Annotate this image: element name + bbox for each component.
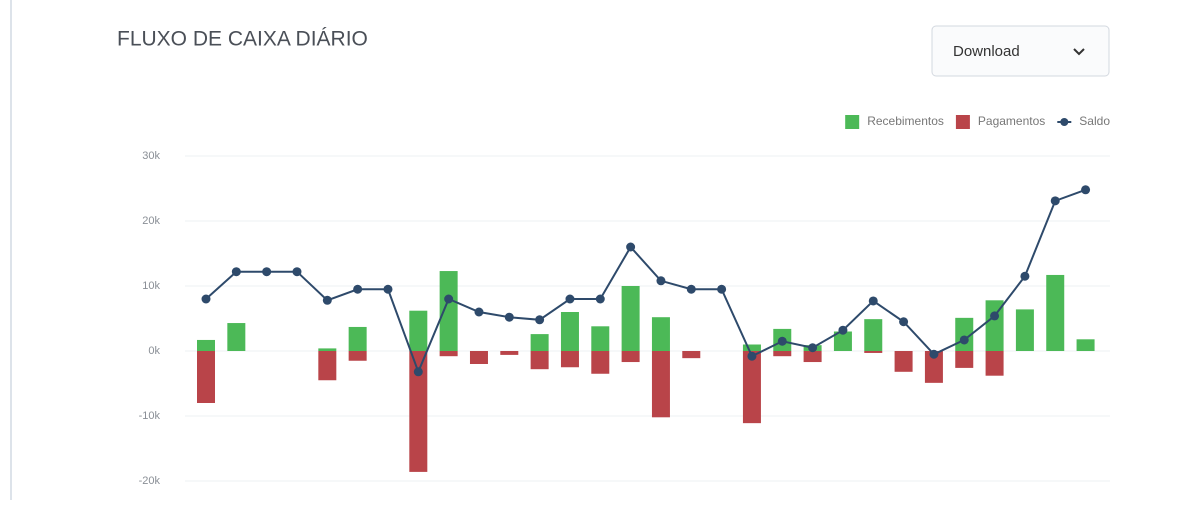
bar bbox=[348, 326, 367, 351]
point bbox=[595, 294, 605, 304]
bar bbox=[591, 351, 610, 374]
line bbox=[205, 188, 1086, 375]
point bbox=[838, 325, 848, 335]
point bbox=[686, 284, 696, 294]
y-tick-label: 0k bbox=[148, 345, 160, 357]
y-tick-label: 30k bbox=[142, 150, 160, 162]
point bbox=[899, 317, 909, 327]
point bbox=[626, 242, 636, 252]
point bbox=[231, 267, 241, 277]
bar bbox=[197, 351, 215, 403]
point bbox=[565, 294, 575, 304]
y-tick-label: -20k bbox=[139, 475, 161, 487]
bar bbox=[773, 351, 792, 357]
bar bbox=[1076, 339, 1095, 351]
bar bbox=[409, 351, 428, 472]
point bbox=[1020, 271, 1030, 281]
legend-label: Saldo bbox=[1079, 114, 1110, 128]
legend-label: Recebimentos bbox=[867, 114, 944, 128]
bar bbox=[1046, 274, 1065, 351]
bar bbox=[651, 351, 670, 418]
point bbox=[656, 276, 666, 286]
bar bbox=[348, 351, 367, 361]
point bbox=[413, 367, 423, 377]
chevron[interactable] bbox=[1073, 48, 1085, 56]
bar bbox=[591, 326, 610, 351]
bar bbox=[985, 351, 1004, 376]
point bbox=[747, 351, 757, 361]
bar bbox=[318, 351, 337, 381]
point bbox=[868, 296, 878, 306]
bar bbox=[469, 351, 488, 364]
point bbox=[353, 284, 363, 294]
bar bbox=[833, 331, 852, 351]
button-frame[interactable] bbox=[931, 25, 1110, 77]
bar bbox=[621, 286, 640, 351]
bar bbox=[439, 351, 458, 357]
legend-swatch bbox=[1060, 118, 1069, 126]
point bbox=[383, 284, 393, 294]
bar bbox=[1015, 309, 1034, 351]
bar bbox=[500, 351, 519, 355]
point bbox=[322, 295, 332, 305]
legend-label: Pagamentos bbox=[978, 114, 1045, 128]
point bbox=[1050, 196, 1060, 206]
bar bbox=[439, 271, 458, 351]
point bbox=[444, 294, 454, 304]
point bbox=[929, 349, 939, 359]
point bbox=[504, 312, 514, 322]
point bbox=[1081, 185, 1091, 195]
point bbox=[777, 336, 787, 346]
point bbox=[535, 315, 545, 325]
chart-title: FLUXO DE CAIXA DIÁRIO bbox=[117, 28, 368, 51]
point bbox=[717, 284, 727, 294]
bar bbox=[227, 323, 246, 351]
bar bbox=[530, 334, 549, 351]
y-tick-label: -10k bbox=[139, 410, 161, 422]
bar bbox=[955, 351, 974, 368]
bar bbox=[651, 317, 670, 351]
point bbox=[808, 343, 818, 353]
point bbox=[201, 294, 211, 304]
bar bbox=[803, 351, 822, 363]
bar bbox=[682, 351, 701, 359]
bar bbox=[621, 351, 640, 363]
bar bbox=[864, 319, 883, 351]
bar bbox=[742, 344, 761, 351]
bar bbox=[318, 348, 337, 351]
bar bbox=[985, 300, 1004, 351]
point bbox=[990, 311, 1000, 321]
point bbox=[262, 267, 272, 277]
bar bbox=[560, 351, 579, 368]
bar bbox=[742, 351, 761, 424]
bar bbox=[409, 310, 428, 351]
legend-swatch bbox=[845, 115, 860, 129]
button-label[interactable]: Download bbox=[953, 43, 1020, 60]
bar bbox=[924, 351, 943, 383]
download-button[interactable]: Download bbox=[931, 25, 1110, 77]
y-tick-label: 20k bbox=[142, 215, 160, 227]
bar bbox=[530, 351, 549, 370]
bar bbox=[560, 312, 579, 351]
point bbox=[292, 267, 302, 277]
point bbox=[474, 307, 484, 317]
bar bbox=[864, 351, 883, 353]
bar bbox=[894, 351, 913, 372]
point bbox=[959, 335, 969, 345]
legend-swatch bbox=[955, 115, 970, 129]
y-tick-label: 10k bbox=[142, 280, 160, 292]
bar bbox=[197, 339, 215, 351]
